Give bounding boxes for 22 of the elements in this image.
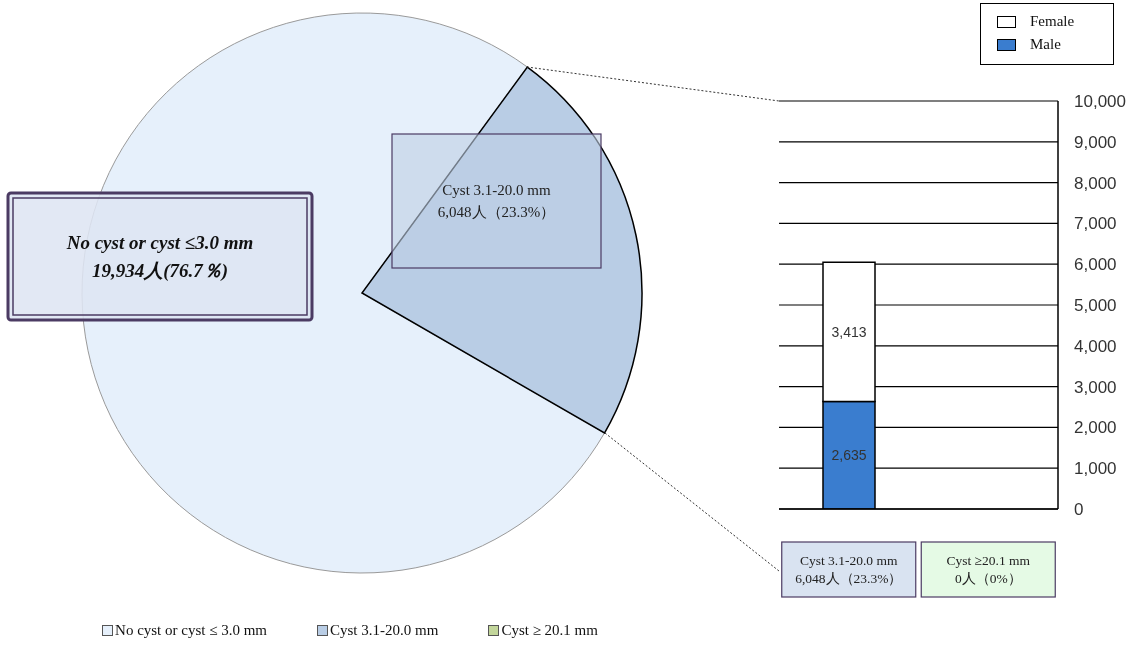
legend-label: Cyst ≥ 20.1 mm (501, 622, 598, 639)
pie-slice (361, 66, 643, 434)
x-tick-label: Cyst ≥20.1 mm 0人（0%） (946, 553, 1031, 586)
data-label: 2,635 (831, 447, 867, 464)
legend-label: Female (1030, 13, 1075, 30)
legend-label: Male (1030, 36, 1061, 53)
y-tick-label: 9,000 (1074, 132, 1117, 152)
y-tick-label: 0 (1074, 500, 1084, 520)
y-tick-label: 3,000 (1074, 377, 1117, 397)
y-tick-label: 8,000 (1074, 173, 1117, 193)
data-label: 3,413 (831, 323, 867, 340)
data-label: Cyst 3.1-20.0 mm 6,048人（23.3%） (437, 182, 556, 221)
legend-label: Cyst 3.1-20.0 mm (330, 622, 439, 639)
y-tick-label: 5,000 (1074, 296, 1117, 316)
y-tick-label: 2,000 (1074, 418, 1117, 438)
y-tick-label: 10,000 (1074, 92, 1126, 112)
y-tick-label: 6,000 (1074, 255, 1117, 275)
y-tick-label: 7,000 (1074, 214, 1117, 234)
legend-label: No cyst or cyst ≤ 3.0 mm (115, 622, 268, 639)
data-label: No cyst or cyst ≤3.0 mm 19,934人(76.7％) (65, 232, 254, 283)
y-tick-label: 4,000 (1074, 336, 1117, 356)
y-tick-label: 1,000 (1074, 459, 1117, 479)
